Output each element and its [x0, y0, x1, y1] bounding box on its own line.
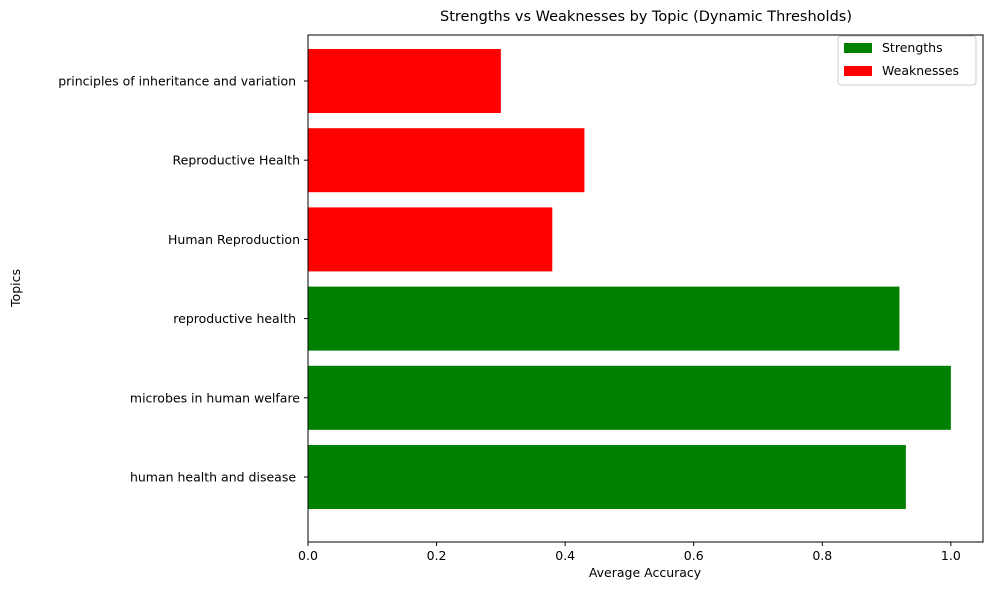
x-tick-label: 0.2	[427, 548, 447, 563]
x-tick-label: 0.4	[555, 548, 575, 563]
y-tick-label: human health and disease	[130, 470, 300, 485]
legend-label-strengths: Strengths	[882, 40, 943, 55]
y-tick-label: principles of inheritance and variation	[58, 74, 300, 89]
bar-4	[308, 128, 585, 193]
y-tick-label: Reproductive Health	[173, 153, 300, 168]
y-axis-ticks: human health and disease microbes in hum…	[58, 74, 308, 485]
x-axis-ticks: 0.0 0.2 0.4 0.6 0.8 1.0	[298, 542, 961, 563]
bar-2	[308, 286, 900, 351]
legend-swatch-weaknesses	[844, 66, 872, 76]
legend-label-weaknesses: Weaknesses	[882, 63, 959, 78]
x-tick-label: 0.6	[684, 548, 704, 563]
bar-5	[308, 49, 501, 113]
bars-layer	[308, 49, 951, 509]
legend-frame	[837, 35, 977, 86]
y-tick-label: reproductive health	[173, 311, 300, 326]
chart-title: Strengths vs Weaknesses by Topic (Dynami…	[440, 9, 852, 25]
legend: Strengths Weaknesses	[837, 35, 977, 86]
bar-0	[308, 445, 906, 509]
y-axis-title: Topics	[8, 269, 23, 308]
bar-3	[308, 207, 553, 272]
plot-frame	[307, 34, 984, 543]
y-tick-label: microbes in human welfare	[130, 390, 300, 405]
x-tick-label: 0.8	[812, 548, 832, 563]
x-tick-label: 1.0	[941, 548, 961, 563]
legend-swatch-strengths	[844, 43, 872, 53]
x-axis-title: Average Accuracy	[589, 565, 702, 580]
y-tick-label: Human Reproduction	[168, 232, 300, 247]
x-tick-label: 0.0	[298, 548, 318, 563]
bar-1	[308, 365, 951, 430]
